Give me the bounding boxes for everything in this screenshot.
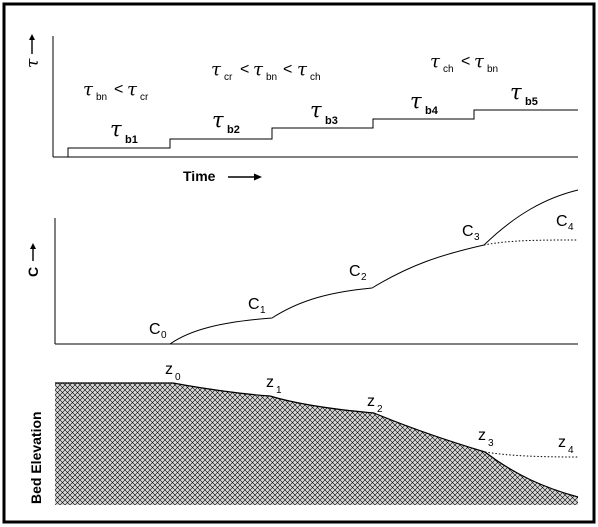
z1-sub: 1 <box>276 385 282 396</box>
c1-sub: 1 <box>260 305 266 316</box>
concentration-panel: C C 0 C 1 C 2 C 3 C 4 <box>25 189 579 345</box>
condition-2-lhs: τ <box>211 59 222 80</box>
step-label-4-sub: b4 <box>425 105 439 117</box>
shear-stress-panel: τ τ b1 τ b2 τ b3 τ b4 τ b5 τ bn <box>23 34 578 184</box>
z0-letter: z <box>165 361 173 378</box>
step-label-3-symbol: τ <box>310 98 322 122</box>
c2-label: C 2 <box>349 263 367 283</box>
step-label-3: τ b3 <box>310 98 338 127</box>
condition-1: τ bn < τ cr <box>83 79 149 103</box>
step-label-2-symbol: τ <box>212 108 224 132</box>
step-label-5: τ b5 <box>510 80 538 108</box>
c4-letter: C <box>556 213 568 230</box>
condition-3-op1: < <box>461 53 470 70</box>
tau-step-line <box>67 109 578 157</box>
z2-label: z 2 <box>367 393 383 415</box>
concentration-dotted-curve <box>483 239 579 246</box>
z0-sub: 0 <box>175 372 181 383</box>
z3-label: z 3 <box>478 427 494 449</box>
bed-elevation-panel: Bed Elevation z 0 z 1 z 2 z 3 z 4 <box>28 361 579 505</box>
condition-2-mid-sub: bn <box>266 72 277 83</box>
bed-elevation-axis-label: Bed Elevation <box>28 411 44 504</box>
condition-2-lhs-sub: cr <box>224 72 233 83</box>
c1-letter: C <box>248 296 260 313</box>
time-axis-text: Time <box>183 168 216 184</box>
step-label-4: τ b4 <box>410 89 439 117</box>
time-axis-label: Time <box>183 168 262 184</box>
c4-sub: 4 <box>568 222 574 233</box>
c-axis-arrow-head <box>30 243 36 249</box>
condition-3-lhs: τ <box>430 51 441 72</box>
concentration-curve <box>169 189 579 345</box>
c2-letter: C <box>349 263 361 280</box>
z4-label: z 4 <box>558 434 574 456</box>
bed-hatched-area <box>55 383 578 505</box>
z2-sub: 2 <box>377 404 383 415</box>
step-label-1: τ b1 <box>110 117 138 146</box>
c0-sub: 0 <box>161 330 167 341</box>
condition-3-lhs-sub: ch <box>443 64 454 75</box>
c0-letter: C <box>149 321 161 338</box>
condition-1-mid: τ <box>127 79 138 100</box>
c3-sub: 3 <box>474 232 480 243</box>
c3-label: C 3 <box>462 223 480 243</box>
condition-1-op1: < <box>114 81 123 98</box>
step-label-3-sub: b3 <box>325 115 338 127</box>
tau-axis-arrow-head <box>29 34 35 40</box>
z1-letter: z <box>266 374 274 391</box>
z0-label: z 0 <box>165 361 181 383</box>
bed-dotted-profile <box>484 451 579 458</box>
condition-2-op2: < <box>283 61 292 78</box>
condition-1-mid-sub: cr <box>140 92 149 103</box>
c-axis-letter: C <box>25 267 41 277</box>
z1-label: z 1 <box>266 374 282 396</box>
condition-1-lhs-sub: bn <box>96 92 107 103</box>
c4-label: C 4 <box>556 213 574 233</box>
z4-sub: 4 <box>568 445 574 456</box>
step-label-4-symbol: τ <box>410 89 422 113</box>
condition-1-lhs: τ <box>83 79 94 100</box>
c1-label: C 1 <box>248 296 266 316</box>
z4-letter: z <box>558 434 566 451</box>
c-axis-label: C <box>25 243 41 277</box>
bed-profile-line <box>55 382 579 498</box>
condition-2-rhs: τ <box>297 59 308 80</box>
condition-2-mid: τ <box>253 59 264 80</box>
time-axis-arrow-head <box>254 173 262 181</box>
condition-2: τ cr < τ bn < τ ch <box>211 59 321 83</box>
condition-3-mid-sub: bn <box>487 64 498 75</box>
c2-sub: 2 <box>361 272 367 283</box>
c0-label: C 0 <box>149 321 167 341</box>
c3-letter: C <box>462 223 474 240</box>
step-label-5-sub: b5 <box>525 96 538 108</box>
condition-2-op1: < <box>240 61 249 78</box>
step-label-2-sub: b2 <box>227 124 240 136</box>
z3-letter: z <box>478 427 486 444</box>
condition-3-mid: τ <box>474 51 485 72</box>
tau-axis-label: τ <box>23 34 43 68</box>
step-label-5-symbol: τ <box>510 80 522 104</box>
step-label-2: τ b2 <box>212 108 240 136</box>
step-label-1-sub: b1 <box>125 134 138 146</box>
step-label-1-symbol: τ <box>110 117 122 141</box>
z3-sub: 3 <box>488 438 494 449</box>
tau-axis-symbol: τ <box>23 58 43 68</box>
z2-letter: z <box>367 393 375 410</box>
condition-2-rhs-sub: ch <box>310 72 321 83</box>
condition-3: τ ch < τ bn <box>430 51 498 75</box>
